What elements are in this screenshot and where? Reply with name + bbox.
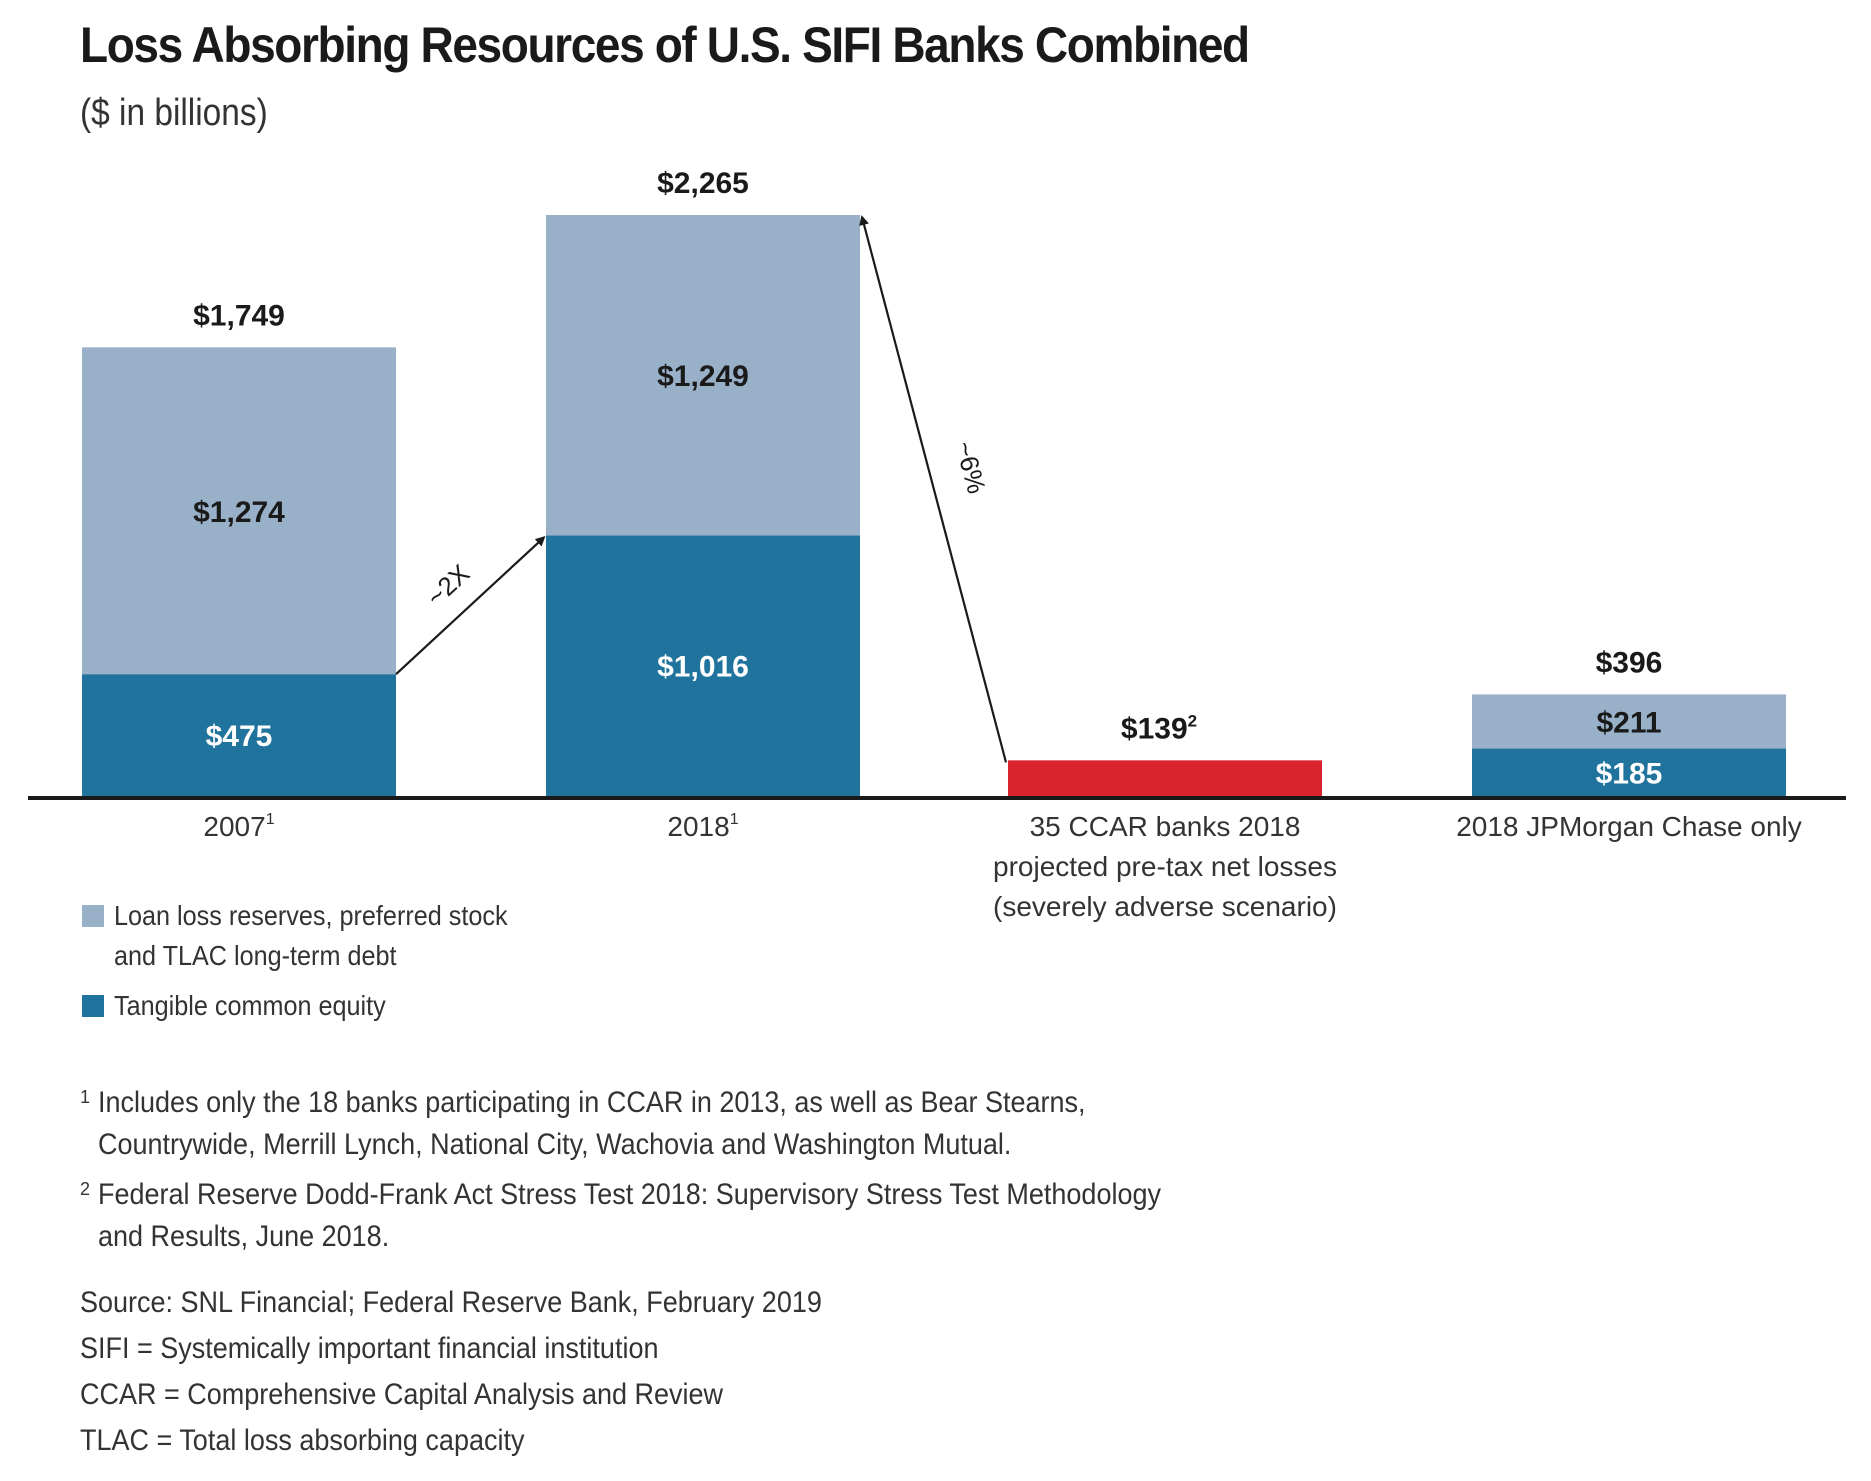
category-label: 20181 — [667, 811, 738, 842]
definition-ccar: CCAR = Comprehensive Capital Analysis an… — [80, 1378, 724, 1411]
footnote-line: and Results, June 2018. — [98, 1220, 390, 1253]
footnote-2: 2 Federal Reserve Dodd-Frank Act Stress … — [80, 1174, 1279, 1258]
category-label: 20071 — [203, 811, 274, 842]
legend-swatch-dark — [82, 995, 104, 1017]
total-value-label: $396 — [1596, 646, 1663, 679]
bar-chart: ~2X ~6% $475 $1,274 $1,749 20071 $1,016 $1,249… — [28, 167, 1846, 922]
footnote-1: 1 Includes only the 18 banks participati… — [80, 1082, 1279, 1166]
ratio-arrow — [859, 215, 1008, 763]
growth-arrow — [395, 536, 546, 675]
total-value-label: $1392 — [1121, 711, 1197, 745]
segment-value-label: $1,249 — [657, 360, 749, 393]
bar-segment-dark — [546, 535, 860, 796]
legend-label-line: Loan loss reserves, preferred stock — [114, 900, 508, 931]
sources: Source: SNL Financial; Federal Reserve B… — [80, 1280, 904, 1464]
category-label: projected pre-tax net losses — [993, 851, 1337, 882]
definition-sifi: SIFI = Systemically important financial … — [80, 1332, 659, 1365]
total-value-label: $1,749 — [193, 299, 285, 332]
legend: Loan loss reserves, preferred stock and … — [82, 896, 551, 1036]
footnote-line: Includes only the 18 banks participating… — [98, 1086, 1086, 1119]
footnote-line: Federal Reserve Dodd-Frank Act Stress Te… — [98, 1178, 1161, 1211]
ratio-annotation-label: ~6% — [949, 438, 991, 497]
bar-segment-dark — [82, 674, 396, 796]
legend-label-line: and TLAC long-term debt — [114, 940, 397, 971]
bar-segment-light — [82, 347, 396, 675]
chart-subtitle: ($ in billions) — [80, 92, 268, 134]
footnotes: 1 Includes only the 18 banks participati… — [80, 1082, 1279, 1266]
bar-segment-dark — [1472, 748, 1786, 796]
category-label: (severely adverse scenario) — [993, 891, 1337, 922]
legend-label-line: Tangible common equity — [114, 990, 386, 1021]
legend-item-tangible-common-equity: Tangible common equity — [82, 986, 551, 1026]
segment-value-label: $1,274 — [193, 496, 285, 529]
bar-segment-light — [1472, 694, 1786, 749]
footnote-line: Countrywide, Merrill Lynch, National Cit… — [98, 1128, 1012, 1161]
segment-value-label: $475 — [206, 720, 273, 753]
segment-value-label: $1,016 — [657, 651, 749, 684]
total-value-label: $2,265 — [657, 167, 749, 200]
segment-value-label: $211 — [1596, 706, 1661, 739]
chart-title: Loss Absorbing Resources of U.S. SIFI Ba… — [80, 17, 1250, 73]
growth-annotation-label: ~2X — [420, 558, 475, 612]
segment-value-label: $185 — [1596, 757, 1663, 790]
bar-segment-red — [1008, 760, 1322, 796]
definition-tlac: TLAC = Total loss absorbing capacity — [80, 1424, 525, 1457]
footnote-mark: 2 — [80, 1179, 91, 1199]
legend-item-loan-loss-reserves: Loan loss reserves, preferred stock and … — [82, 896, 551, 976]
source-line: Source: SNL Financial; Federal Reserve B… — [80, 1286, 822, 1319]
category-label: 2018 JPMorgan Chase only — [1456, 811, 1802, 842]
legend-swatch-light — [82, 905, 104, 927]
footnote-mark: 1 — [80, 1087, 91, 1107]
bar-segment-light — [546, 215, 860, 536]
category-label: 35 CCAR banks 2018 — [1030, 811, 1301, 842]
